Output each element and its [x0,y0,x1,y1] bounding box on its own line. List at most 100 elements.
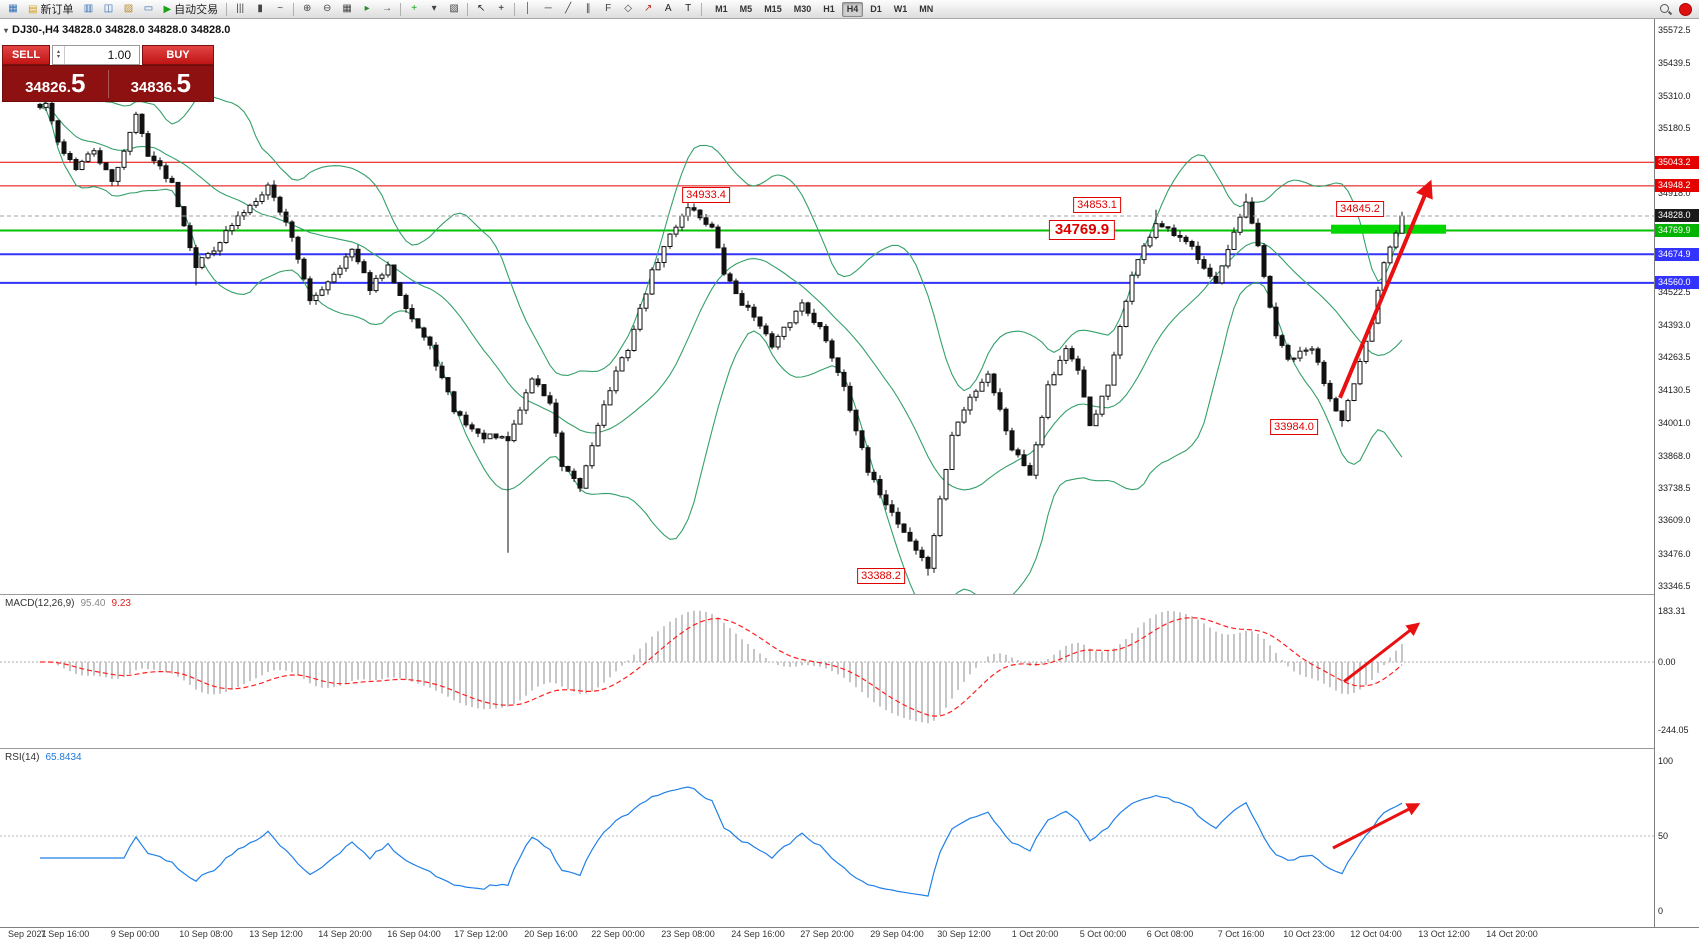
candle-bear [391,264,397,284]
candle-bear [1021,454,1027,467]
candle-bull [1105,384,1111,397]
market-watch-icon[interactable]: ▥ [78,1,98,18]
navigator-icon[interactable]: ▨ [118,1,138,18]
timeframe-m15[interactable]: M15 [764,3,782,14]
zoom-out-icon: ⊖ [322,3,332,14]
candle-bear [733,280,739,295]
candle-bear [571,470,577,480]
candle-bear [883,494,889,506]
trend-arrow-macd [1343,622,1421,683]
price-annotation-34769-9[interactable]: 34769.9 [1048,219,1116,240]
timeframe-mn[interactable]: MN [919,3,934,14]
toolbar-icon-group: ▦ ▤ 新订单 ▥ ◫ ▨ ▭ ▶ 自动交易 ||| ▮ ~ ⊕ ⊖ ▦ ▸ → + ▾ ▧ ↖ + │ ─ ╱ ∥ F ◇ ↗ A T [3,1,705,18]
timeframe-h4[interactable]: H4 [841,1,864,17]
line-chart-icon: ~ [277,3,284,14]
buy-price-main: 34836. [130,79,177,96]
timeframe-m1[interactable]: M1 [715,3,728,14]
candle-bull [781,326,787,337]
candle-bear [67,153,73,160]
buy-price[interactable]: 34836. 5 [109,68,214,99]
candle-bull [91,150,97,155]
candle-bear [823,326,829,342]
candle-bear [145,133,151,157]
notification-badge[interactable] [1679,2,1692,16]
price-annotation-33388-2[interactable]: 33388.2 [857,568,905,585]
time-axis-label: 1 Oct 20:00 [1011,929,1059,939]
chart-shift-icon[interactable]: → [377,1,397,18]
candle-bull [1309,348,1315,351]
horizontal-line-icon[interactable]: ─ [538,1,558,18]
timeframe-m5[interactable]: M5 [739,3,753,14]
line-chart-icon[interactable]: ~ [270,1,290,18]
candle-bear [541,384,547,397]
fibonacci-icon: F [605,3,612,14]
pane-separator[interactable] [0,594,1699,595]
timeframe-m30[interactable]: M30 [793,3,812,14]
main-chart-pane[interactable] [0,19,1654,594]
timeframe-w1[interactable]: W1 [893,3,908,14]
price-annotation-34933-4[interactable]: 34933.4 [682,187,730,204]
candle-bear [805,302,811,314]
candle-bear [559,432,565,467]
toolbar: ▦ ▤ 新订单 ▥ ◫ ▨ ▭ ▶ 自动交易 ||| ▮ ~ ⊕ ⊖ ▦ ▸ → + ▾ ▧ ↖ + │ ─ ╱ ∥ F ◇ ↗ A T M… [0,0,1699,19]
search-icon[interactable] [1659,3,1672,16]
candle-bear [703,217,709,225]
price-annotation-34845-2[interactable]: 34845.2 [1336,201,1384,218]
bar-chart-icon: ||| [236,3,245,14]
sell-price[interactable]: 34826. 5 [3,68,108,99]
candle-bull [1111,354,1117,386]
price-axis-label: 33868.0 [1658,450,1691,461]
window-icon[interactable]: ▦ [3,1,23,18]
rsi-pane[interactable] [0,748,1654,927]
fibonacci-icon[interactable]: F [598,1,618,18]
periods-icon[interactable]: ▾ [424,1,444,18]
shapes-icon: ◇ [624,3,632,14]
panel-toggle-icon[interactable]: ▾ [4,25,9,35]
macd-pane[interactable] [0,594,1654,748]
candle-bull [373,277,379,292]
zoom-in-icon[interactable]: ⊕ [297,1,317,18]
sell-price-pips: 5 [70,68,86,98]
indicators-icon[interactable]: + [404,1,424,18]
terminal-icon[interactable]: ▭ [138,1,158,18]
cursor-icon[interactable]: ↖ [471,1,491,18]
vertical-line-icon[interactable]: │ [518,1,538,18]
time-axis-label: 29 Sep 04:00 [870,929,924,939]
shapes-icon[interactable]: ◇ [618,1,638,18]
sell-button[interactable]: SELL [2,45,50,65]
price-annotation-34853-1[interactable]: 34853.1 [1073,197,1121,214]
candlestick-chart-icon[interactable]: ▮ [250,1,270,18]
candle-bull [85,153,91,162]
window-icon: ▦ [8,3,18,14]
equidistant-channel-icon[interactable]: ∥ [578,1,598,18]
trendline-icon[interactable]: ╱ [558,1,578,18]
new-order-button[interactable]: ▤ 新订单 [23,2,78,17]
terminal-icon: ▭ [143,3,154,14]
candle-bear [913,540,919,551]
data-window-icon[interactable]: ◫ [98,1,118,18]
text-icon[interactable]: A [658,1,678,18]
timeframe-h1[interactable]: H1 [823,3,835,14]
auto-scroll-icon[interactable]: ▸ [357,1,377,18]
price-annotation-33984-0[interactable]: 33984.0 [1270,418,1318,435]
symbol-ohlc-text: DJ30-,H4 34828.0 34828.0 34828.0 34828.0 [12,24,231,36]
candle-bear [1159,223,1165,228]
buy-button[interactable]: BUY [142,45,214,65]
timeframe-d1[interactable]: D1 [870,3,882,14]
text-label-icon[interactable]: T [678,1,698,18]
time-axis[interactable]: Sep 2021 7 Sep 16:00 9 Sep 00:00 10 Sep 08:… [0,927,1699,941]
candle-bear [901,523,907,533]
volume-stepper[interactable]: ▴ ▾ [53,46,65,64]
tile-windows-icon[interactable]: ▦ [337,1,357,18]
crosshair-icon[interactable]: + [491,1,511,18]
templates-icon[interactable]: ▧ [444,1,464,18]
volume-field[interactable]: ▴ ▾ 1.00 [52,45,140,65]
candle-bull [337,267,343,275]
zoom-out-icon[interactable]: ⊖ [317,1,337,18]
pane-separator[interactable] [0,748,1699,749]
autotrading-button[interactable]: ▶ 自动交易 [158,2,223,17]
arrows-icon[interactable]: ↗ [638,1,658,18]
price-axis[interactable]: 35572.5 35439.5 35310.0 35180.5 34918.0 34522… [1654,19,1699,927]
candle-bear [49,102,55,122]
bar-chart-icon[interactable]: ||| [230,1,250,18]
